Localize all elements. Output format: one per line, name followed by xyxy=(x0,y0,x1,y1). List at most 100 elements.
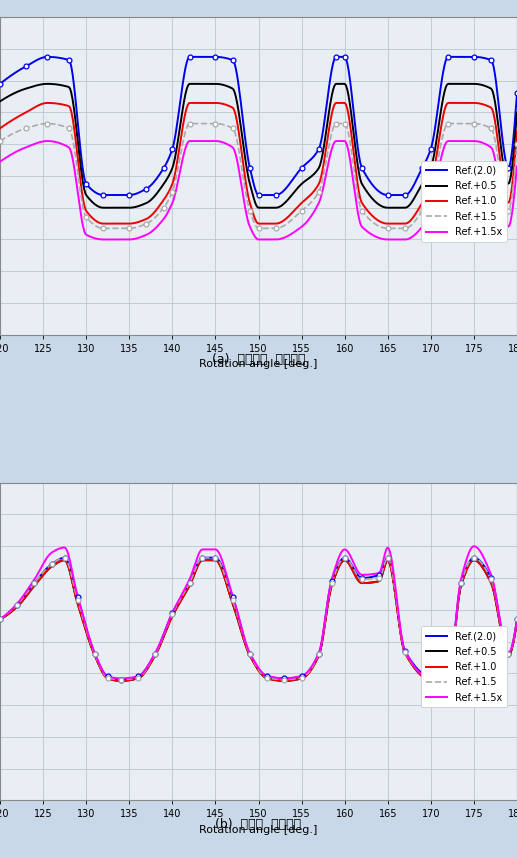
Ref.(2.0) xyxy=(0,614,3,625)
Ref.+1.0 xyxy=(200,555,206,565)
Ref.+1.0 xyxy=(166,617,173,627)
Ref.+1.5 xyxy=(0,136,3,146)
Line: Ref.+1.5x: Ref.+1.5x xyxy=(0,547,517,679)
Ref.+0.5 xyxy=(166,617,173,627)
Ref.+1.5x xyxy=(514,161,517,172)
Ref.+1.5 xyxy=(166,614,173,625)
Ref.+1.0 xyxy=(204,98,210,108)
Ref.+0.5 xyxy=(117,676,124,686)
Ref.+1.0 xyxy=(187,98,193,108)
Ref.+0.5 xyxy=(0,614,3,625)
Ref.+1.5 xyxy=(514,614,517,625)
Line: Ref.+1.0: Ref.+1.0 xyxy=(0,560,517,681)
Ref.+1.5 xyxy=(373,573,379,583)
Ref.(2.0) xyxy=(166,151,173,161)
Ref.+1.0 xyxy=(325,132,331,142)
Ref.(2.0) xyxy=(375,570,382,580)
Ref.(2.0) xyxy=(204,51,210,62)
Line: Ref.+1.5x: Ref.+1.5x xyxy=(0,141,517,239)
Ref.(2.0) xyxy=(101,190,107,200)
Legend: Ref.(2.0), Ref.+0.5, Ref.+1.0, Ref.+1.5, Ref.+1.5x: Ref.(2.0), Ref.+0.5, Ref.+1.0, Ref.+1.5,… xyxy=(421,160,507,242)
Line: Ref.+1.5: Ref.+1.5 xyxy=(0,124,517,228)
Ref.+1.5 xyxy=(59,553,65,563)
Ref.+0.5 xyxy=(514,616,517,626)
Ref.(2.0) xyxy=(373,184,379,194)
Ref.+1.0 xyxy=(0,614,3,625)
Ref.+0.5 xyxy=(101,202,107,213)
X-axis label: Rotation angle [deg.]: Rotation angle [deg.] xyxy=(200,360,317,369)
Line: Ref.+1.5: Ref.+1.5 xyxy=(0,558,517,680)
Ref.+0.5 xyxy=(375,577,382,587)
Ref.+0.5 xyxy=(373,577,379,587)
Line: Ref.(2.0): Ref.(2.0) xyxy=(0,558,517,680)
Ref.+1.0 xyxy=(514,126,517,136)
Ref.+1.5x xyxy=(471,541,477,552)
Ref.(2.0) xyxy=(0,79,3,89)
Ref.+1.5x xyxy=(325,160,331,171)
Ref.+1.5x xyxy=(0,614,3,625)
Ref.+1.5x xyxy=(514,614,517,625)
Ref.+1.5x xyxy=(101,234,107,245)
X-axis label: Rotation angle [deg.]: Rotation angle [deg.] xyxy=(200,825,317,835)
Ref.(2.0) xyxy=(373,571,379,581)
Ref.+0.5 xyxy=(187,79,193,89)
Ref.+1.0 xyxy=(373,577,379,587)
Ref.+1.5x xyxy=(0,156,3,166)
Ref.+1.0 xyxy=(373,214,379,224)
Ref.+0.5 xyxy=(204,555,210,565)
Ref.+0.5 xyxy=(325,115,331,125)
Ref.+1.5x xyxy=(204,136,210,146)
Ref.+0.5 xyxy=(0,96,3,106)
Ref.+1.5x xyxy=(187,136,193,146)
Line: Ref.+1.0: Ref.+1.0 xyxy=(0,103,517,224)
Ref.+1.0 xyxy=(514,616,517,626)
Ref.+0.5 xyxy=(166,169,173,179)
Ref.(2.0) xyxy=(325,595,331,606)
Ref.+1.5 xyxy=(514,139,517,149)
Ref.(2.0) xyxy=(204,553,210,563)
Ref.+1.5x xyxy=(374,568,380,578)
Ref.+1.0 xyxy=(0,124,3,134)
Ref.+1.5 xyxy=(375,221,382,231)
Ref.+1.5 xyxy=(200,553,206,563)
Ref.+1.5x xyxy=(324,604,330,614)
Ref.+0.5 xyxy=(204,79,210,89)
Line: Ref.+0.5: Ref.+0.5 xyxy=(0,84,517,208)
Ref.+0.5 xyxy=(373,197,379,208)
Legend: Ref.(2.0), Ref.+0.5, Ref.+1.0, Ref.+1.5, Ref.+1.5x: Ref.(2.0), Ref.+0.5, Ref.+1.0, Ref.+1.5,… xyxy=(421,626,507,708)
Ref.+1.5x xyxy=(59,139,65,149)
Ref.+1.5 xyxy=(325,597,331,607)
Ref.+1.5 xyxy=(117,674,124,685)
Ref.(2.0) xyxy=(59,53,65,63)
Ref.+1.5 xyxy=(204,553,210,563)
Ref.+1.0 xyxy=(375,577,382,587)
Ref.+1.0 xyxy=(204,555,210,565)
Ref.+1.5 xyxy=(187,118,193,129)
Ref.+1.5x xyxy=(166,203,173,214)
Ref.+1.0 xyxy=(166,184,173,195)
Ref.+1.0 xyxy=(59,100,65,110)
Ref.+1.5 xyxy=(101,223,107,233)
Ref.+0.5 xyxy=(375,199,382,209)
Ref.+1.5x xyxy=(59,542,65,553)
Ref.(2.0) xyxy=(59,553,65,563)
Ref.+1.5x xyxy=(203,544,209,554)
Ref.+1.5x xyxy=(371,569,377,579)
Ref.+1.5x xyxy=(373,232,379,242)
Line: Ref.+0.5: Ref.+0.5 xyxy=(0,560,517,681)
Ref.(2.0) xyxy=(187,51,193,62)
Ref.+1.5 xyxy=(0,614,3,625)
Ref.+1.0 xyxy=(117,676,124,686)
Ref.+1.0 xyxy=(101,219,107,229)
Ref.+1.5 xyxy=(204,118,210,129)
Ref.+1.5x xyxy=(166,613,173,624)
Ref.+1.0 xyxy=(59,555,65,565)
Ref.+0.5 xyxy=(325,600,331,610)
Ref.(2.0) xyxy=(514,614,517,625)
Ref.+0.5 xyxy=(59,80,65,90)
Ref.+1.0 xyxy=(375,215,382,226)
Ref.+0.5 xyxy=(200,555,206,565)
Ref.(2.0) xyxy=(117,674,124,685)
Line: Ref.(2.0): Ref.(2.0) xyxy=(0,57,517,195)
Ref.+1.5x xyxy=(117,674,124,684)
